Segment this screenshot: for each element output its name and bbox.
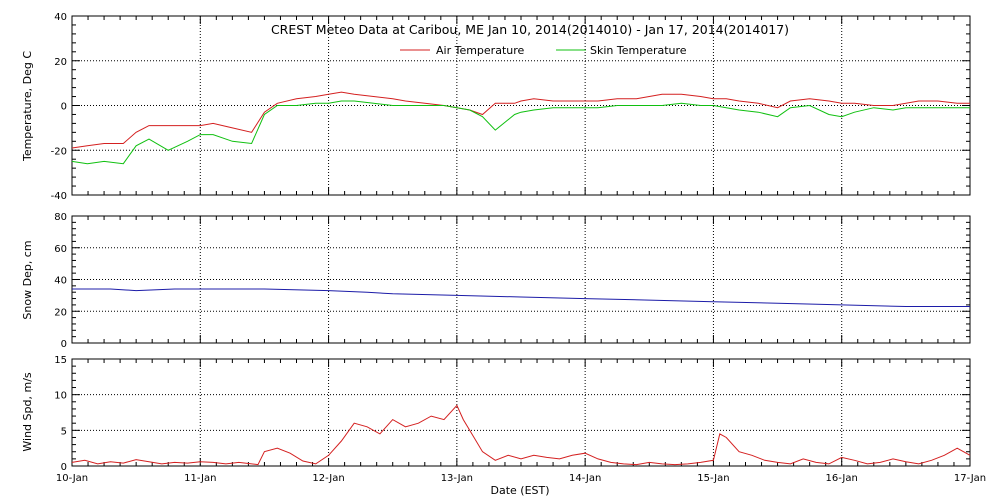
wind-speed-y-tick-label: 10 — [54, 391, 67, 402]
snow-depth-y-tick-label: 40 — [54, 276, 67, 287]
x-tick-label: 15-Jan — [697, 473, 729, 484]
snow-depth-y-tick-label: 60 — [54, 244, 67, 255]
temperature-panel: CREST Meteo Data at Caribou, ME Jan 10, … — [21, 12, 971, 202]
chart-title: CREST Meteo Data at Caribou, ME Jan 10, … — [271, 22, 789, 37]
x-tick-label: 11-Jan — [184, 473, 216, 484]
temperature-y-tick-label: 0 — [61, 102, 67, 113]
snow-depth-plot-frame — [71, 215, 971, 344]
temperature-plot-frame — [71, 15, 971, 196]
snow-depth-y-tick-label: 0 — [61, 339, 67, 350]
x-tick-label: 17-Jan — [954, 473, 986, 484]
x-tick-label: 10-Jan — [56, 473, 88, 484]
wind-speed-y-tick-label: 5 — [61, 426, 67, 437]
temperature-y-tick-label: 20 — [54, 57, 67, 68]
snow-depth-y-tick-label: 20 — [54, 307, 67, 318]
x-tick-label: 16-Jan — [826, 473, 858, 484]
x-axis-label: Date (EST) — [490, 484, 549, 497]
temperature-y-tick-label: -40 — [51, 191, 67, 202]
air-temperature-legend-label: Air Temperature — [436, 44, 525, 57]
temperature-series-line-skin-temperature — [71, 100, 970, 165]
temperature-series-line-air-temperature — [71, 91, 970, 149]
temperature-y-axis-label: Temperature, Deg C — [21, 51, 34, 162]
x-tick-label: 12-Jan — [312, 473, 344, 484]
wind-speed-panel: Wind Spd, m/s 0 5 10 15 — [21, 355, 971, 473]
wind-speed-y-axis-label: Wind Spd, m/s — [21, 372, 34, 452]
wind-speed-series-line-wind-speed — [71, 404, 971, 466]
temperature-y-tick-label: 40 — [54, 12, 67, 23]
snow-depth-y-tick-label: 80 — [54, 212, 67, 223]
snow-depth-panel: Snow Dep, cm 0 20 40 60 80 — [21, 212, 971, 350]
wind-speed-y-tick-label: 15 — [54, 355, 67, 366]
x-tick-labels: 10-Jan 11-Jan 12-Jan 13-Jan 14-Jan 15-Jan 16-J… — [56, 473, 986, 484]
temperature-y-tick-label: -20 — [51, 146, 67, 157]
x-tick-label: 13-Jan — [441, 473, 473, 484]
x-tick-label: 14-Jan — [569, 473, 601, 484]
wind-speed-y-tick-label: 0 — [61, 462, 67, 473]
wind-speed-plot-frame — [71, 358, 971, 467]
snow-depth-y-axis-label: Snow Dep, cm — [21, 240, 34, 319]
snow-depth-series-line-snow-depth — [72, 288, 970, 307]
skin-temperature-legend-label: Skin Temperature — [590, 44, 687, 57]
